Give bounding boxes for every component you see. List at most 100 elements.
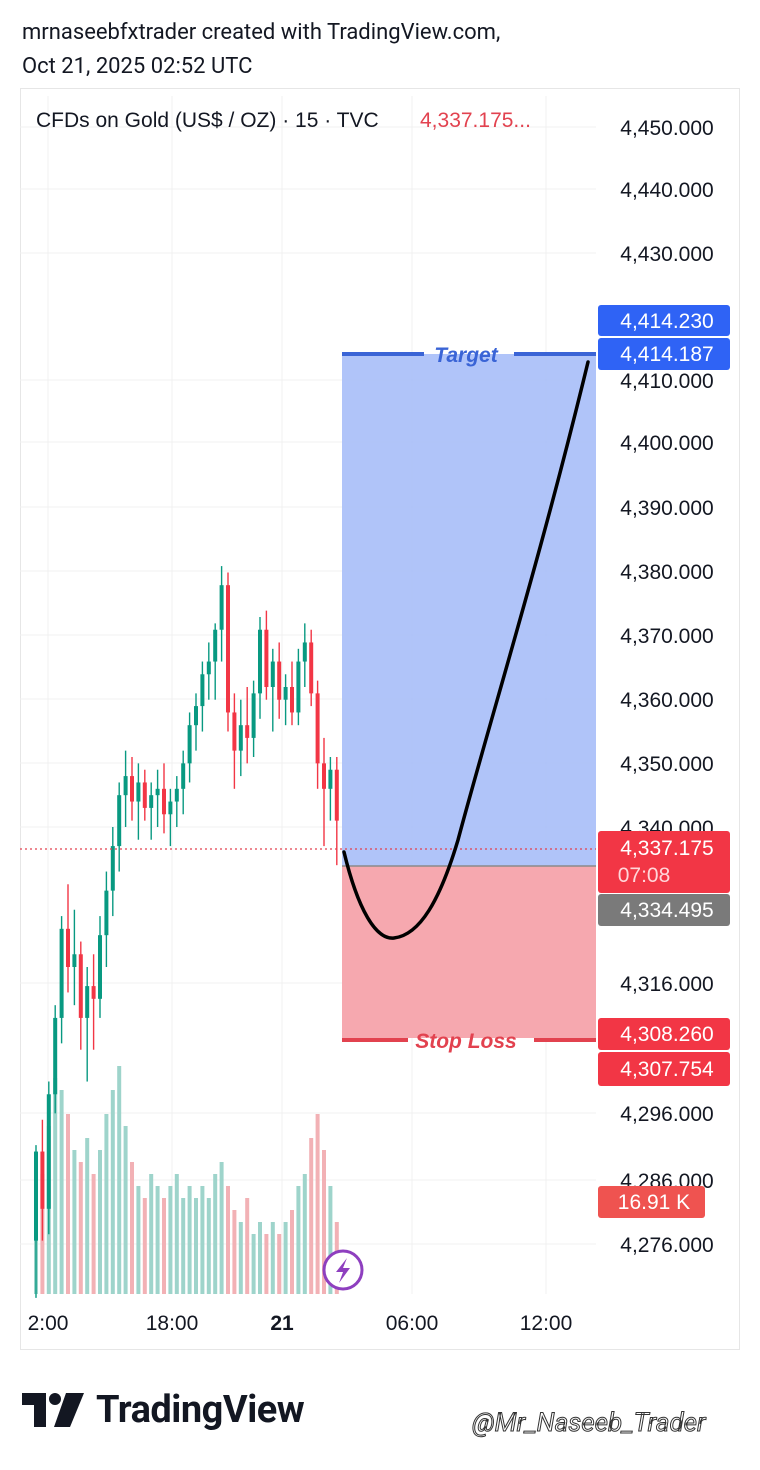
- volume-bar: [277, 1234, 282, 1294]
- target-top-badge: 4,414.230: [598, 305, 730, 336]
- target-badge: 4,414.187: [598, 338, 730, 370]
- target-zone[interactable]: [342, 354, 596, 866]
- volume-bar: [168, 1186, 173, 1294]
- candle: [219, 566, 224, 662]
- svg-text:4,308.260: 4,308.260: [620, 1023, 713, 1046]
- candle: [264, 610, 269, 700]
- candle: [59, 916, 64, 1044]
- volume-bar: [322, 1150, 326, 1294]
- volume-bar: [123, 1126, 128, 1294]
- volume-bar: [251, 1234, 256, 1294]
- svg-text:4,334.495: 4,334.495: [620, 899, 713, 922]
- candle: [232, 693, 237, 789]
- y-tick-label: 4,380.000: [620, 561, 713, 584]
- volume-bar: [238, 1222, 243, 1294]
- volume-bar: [142, 1198, 147, 1294]
- candle: [315, 680, 320, 789]
- volume-bar: [206, 1198, 211, 1294]
- candle: [334, 757, 339, 866]
- candle: [283, 674, 288, 726]
- last-price-text: 4,337.175...: [420, 109, 531, 132]
- volume-bar: [219, 1162, 224, 1294]
- volume-bar: [290, 1210, 294, 1294]
- y-tick-label: 4,360.000: [620, 689, 713, 712]
- candle: [245, 687, 250, 764]
- volume-bar: [181, 1198, 186, 1294]
- candle: [270, 648, 275, 732]
- lightning-icon[interactable]: [322, 1249, 364, 1291]
- volume-bar: [72, 1150, 77, 1294]
- candle: [302, 623, 307, 688]
- volume-bar: [130, 1162, 134, 1294]
- volume-bar: [270, 1222, 275, 1294]
- candle: [117, 782, 122, 872]
- y-tick-label: 4,400.000: [620, 432, 713, 455]
- candle: [110, 827, 115, 917]
- candle: [277, 642, 282, 719]
- volume-bar: [315, 1114, 320, 1294]
- tradingview-logo-icon: [22, 1393, 84, 1427]
- candle: [290, 661, 294, 726]
- volume-bar: [91, 1174, 96, 1294]
- chart-header: mrnaseebfxtrader created with TradingVie…: [22, 16, 500, 84]
- volume-bar: [78, 1162, 83, 1294]
- y-tick-label: 4,440.000: [620, 179, 713, 202]
- volume-bar: [136, 1186, 141, 1294]
- volume-bar: [155, 1186, 160, 1294]
- candle: [181, 750, 186, 815]
- volume-bar: [302, 1174, 307, 1294]
- candle: [238, 699, 243, 777]
- candle: [187, 712, 192, 783]
- volume-bar: [66, 1114, 70, 1294]
- svg-text:4,337.175: 4,337.175: [620, 837, 713, 860]
- volume-bar: [283, 1222, 288, 1294]
- svg-text:16.91 K: 16.91 K: [618, 1191, 690, 1214]
- volume-bar: [328, 1186, 333, 1294]
- candle: [206, 642, 211, 700]
- date-line: Oct 21, 2025 02:52 UTC: [22, 54, 253, 79]
- x-tick-label: 18:00: [146, 1312, 199, 1335]
- volume-bar: [174, 1174, 179, 1294]
- volume-bar: [98, 1150, 102, 1294]
- stop-top-badge: 4,308.260: [598, 1018, 730, 1050]
- stop-zone[interactable]: [342, 866, 596, 1038]
- volume-bar: [232, 1210, 237, 1294]
- volume-bar: [149, 1174, 154, 1294]
- svg-text:4,414.187: 4,414.187: [620, 343, 713, 366]
- y-tick-label: 4,296.000: [620, 1103, 713, 1126]
- volume-bar: [264, 1234, 269, 1294]
- candle: [123, 750, 128, 827]
- entry-badge: 4,334.495: [598, 894, 730, 926]
- volume-bar: [187, 1186, 192, 1294]
- chart-frame: [20, 88, 740, 1350]
- candle: [91, 954, 96, 1050]
- candle: [104, 871, 109, 967]
- candle: [98, 916, 102, 1018]
- volume-bar: [309, 1138, 314, 1294]
- candle: [168, 788, 173, 847]
- volume-bar: [226, 1186, 230, 1294]
- candle: [66, 884, 70, 993]
- volume-bar: [117, 1066, 122, 1294]
- candle: [46, 1081, 51, 1235]
- candle: [136, 763, 141, 840]
- y-tick-label: 4,390.000: [620, 497, 713, 520]
- volume-bar: [53, 1078, 58, 1294]
- candle: [72, 909, 77, 1006]
- y-tick-label: 4,276.000: [620, 1234, 713, 1257]
- y-tick-label: 4,410.000: [620, 370, 713, 393]
- svg-text:4,307.754: 4,307.754: [620, 1058, 714, 1081]
- volume-bar: [258, 1222, 262, 1294]
- candle: [213, 623, 218, 700]
- x-tick-label: 2:00: [28, 1312, 69, 1335]
- candle: [53, 1005, 58, 1114]
- x-tick-label: 06:00: [386, 1312, 439, 1335]
- candle: [162, 763, 166, 834]
- volume-bar: [110, 1090, 115, 1294]
- candle: [226, 572, 230, 732]
- volume-bar: [296, 1186, 301, 1294]
- y-tick-label: 4,450.000: [620, 117, 713, 140]
- target-label: Target: [434, 344, 498, 367]
- candle: [40, 1119, 45, 1241]
